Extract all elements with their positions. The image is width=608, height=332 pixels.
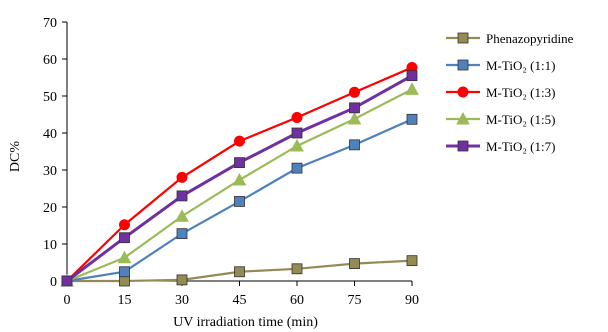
data-point xyxy=(117,250,132,264)
legend-item: M-TiO₂ (1:1) xyxy=(446,58,555,73)
y-tick-label: 70 xyxy=(43,16,57,31)
data-point xyxy=(291,127,303,139)
data-point xyxy=(119,275,130,287)
data-point xyxy=(349,258,360,270)
data-point xyxy=(349,102,360,114)
x-tick-label: 30 xyxy=(175,293,189,308)
data-point xyxy=(291,111,303,123)
legend-item: Phenazopyridine xyxy=(446,31,574,46)
y-tick-label: 40 xyxy=(43,127,57,142)
legend-marker xyxy=(457,32,469,44)
y-tick-label: 20 xyxy=(43,201,57,216)
data-point xyxy=(349,139,360,151)
legend-label: M-TiO₂ (1:7) xyxy=(486,139,555,154)
data-point xyxy=(176,171,188,183)
series-5 xyxy=(61,70,418,287)
y-tick-label: 0 xyxy=(50,275,57,290)
legend-marker xyxy=(457,59,469,71)
y-tick-label: 10 xyxy=(43,238,57,253)
data-point xyxy=(119,232,130,244)
series-2 xyxy=(61,113,418,287)
data-point xyxy=(234,196,245,207)
series-4 xyxy=(60,82,419,287)
data-point xyxy=(232,172,247,186)
data-point xyxy=(176,274,188,286)
series-layer xyxy=(60,62,419,287)
legend-label: M-TiO₂ (1:5) xyxy=(486,112,555,127)
y-tick-label: 50 xyxy=(43,90,57,105)
data-point xyxy=(406,70,418,82)
legend-label: M-TiO₂ (1:1) xyxy=(486,58,555,73)
legend-label: M-TiO₂ (1:3) xyxy=(486,85,555,100)
data-point xyxy=(406,113,418,125)
data-point xyxy=(291,263,303,275)
data-point xyxy=(291,162,303,174)
data-point xyxy=(176,190,188,202)
data-point xyxy=(61,275,73,287)
legend-item: M-TiO₂ (1:5) xyxy=(446,111,555,127)
y-tick-label: 60 xyxy=(43,53,57,68)
y-axis-label: DC% xyxy=(8,141,23,172)
data-point xyxy=(119,219,130,231)
legend-item: M-TiO₂ (1:3) xyxy=(446,85,555,100)
y-tick-label: 30 xyxy=(43,164,57,179)
legend-item: M-TiO₂ (1:7) xyxy=(446,139,555,154)
legend-label: Phenazopyridine xyxy=(486,31,574,46)
x-tick-label: 0 xyxy=(64,293,71,308)
data-point xyxy=(290,138,304,152)
data-point xyxy=(175,209,189,222)
x-tick-label: 15 xyxy=(118,293,132,308)
legend-marker xyxy=(457,140,469,152)
y-ticks: 0 10 20 30 40 50 60 70 xyxy=(43,16,67,290)
legend-marker xyxy=(456,111,470,125)
data-point xyxy=(406,255,418,267)
legend-marker xyxy=(457,86,469,98)
data-point xyxy=(349,86,360,98)
x-tick-label: 90 xyxy=(405,293,419,308)
x-tick-label: 75 xyxy=(348,293,362,308)
data-point xyxy=(176,228,188,240)
data-point xyxy=(405,82,419,95)
x-axis-label: UV irradiation time (min) xyxy=(173,315,318,330)
data-point xyxy=(347,111,362,125)
x-ticks: 0 15 30 45 60 75 90 xyxy=(64,281,419,308)
x-tick-label: 60 xyxy=(290,293,304,308)
x-tick-label: 45 xyxy=(233,293,247,308)
data-point xyxy=(234,266,245,278)
data-point xyxy=(234,135,245,147)
data-point xyxy=(119,266,130,278)
legend: Phenazopyridine M-TiO₂ (1:1) M-TiO₂ (1:3) M… xyxy=(446,31,574,154)
data-point xyxy=(234,157,245,169)
